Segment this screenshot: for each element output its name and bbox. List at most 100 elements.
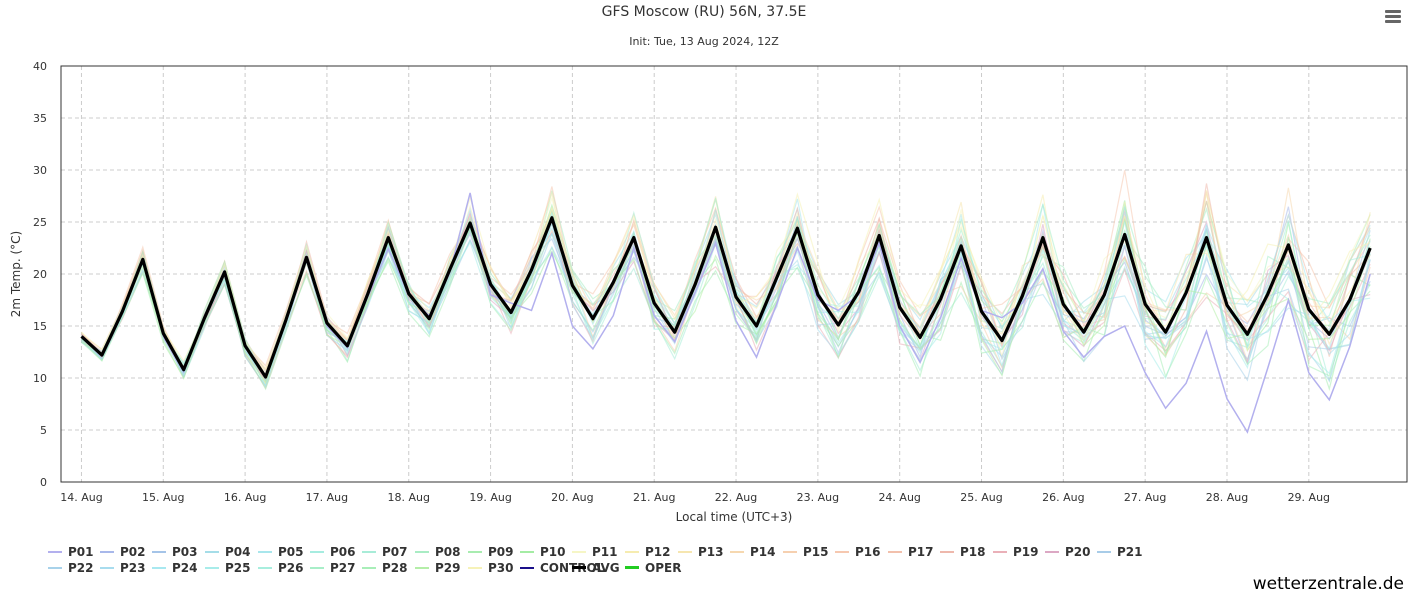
y-tick-label: 0 xyxy=(40,476,47,489)
hamburger-menu-icon[interactable] xyxy=(1382,8,1404,26)
series-line-avg xyxy=(80,216,1372,379)
legend-swatch xyxy=(1097,550,1111,553)
legend-row-2: P22P23P24P25P26P27P28P29P30CONTROLAVGOPE… xyxy=(48,560,1358,576)
legend-swatch xyxy=(205,550,219,553)
legend-item-p09[interactable]: P09 xyxy=(468,544,514,560)
legend-swatch xyxy=(572,566,586,569)
legend-label: P21 xyxy=(1117,545,1143,559)
y-tick-label: 20 xyxy=(33,268,47,281)
legend-swatch xyxy=(993,550,1007,553)
legend-label: P16 xyxy=(855,545,881,559)
legend-item-p15[interactable]: P15 xyxy=(783,544,829,560)
y-tick-label: 35 xyxy=(33,112,47,125)
grid xyxy=(61,66,1407,482)
y-tick-label: 30 xyxy=(33,164,47,177)
x-tick-label: 14. Aug xyxy=(60,491,102,504)
legend-swatch xyxy=(730,550,744,553)
legend-item-p17[interactable]: P17 xyxy=(888,544,934,560)
legend-label: P30 xyxy=(488,561,514,575)
legend-item-p18[interactable]: P18 xyxy=(940,544,986,560)
y-axis-label: 2m Temp. (°C) xyxy=(9,231,23,318)
legend-label: AVG xyxy=(592,561,620,575)
x-axis-ticks: 14. Aug 15. Aug 16. Aug 17. Aug 18. Aug 19. A… xyxy=(60,491,1330,504)
x-tick-label: 21. Aug xyxy=(633,491,675,504)
legend-item-p29[interactable]: P29 xyxy=(415,560,461,576)
legend-swatch xyxy=(1045,550,1059,553)
legend-item-p04[interactable]: P04 xyxy=(205,544,251,560)
plot-frame xyxy=(60,65,1408,483)
legend-item-p25[interactable]: P25 xyxy=(205,560,251,576)
x-tick-label: 25. Aug xyxy=(960,491,1002,504)
legend-label: P02 xyxy=(120,545,146,559)
y-tick-label: 10 xyxy=(33,372,47,385)
legend-item-p11[interactable]: P11 xyxy=(572,544,618,560)
legend-item-p03[interactable]: P03 xyxy=(152,544,198,560)
legend-label: P17 xyxy=(908,545,934,559)
legend-item-p13[interactable]: P13 xyxy=(678,544,724,560)
legend-item-p01[interactable]: P01 xyxy=(48,544,94,560)
legend-item-p14[interactable]: P14 xyxy=(730,544,776,560)
legend-item-p12[interactable]: P12 xyxy=(625,544,671,560)
legend-swatch xyxy=(48,550,62,553)
x-tick-label: 18. Aug xyxy=(388,491,430,504)
legend-swatch xyxy=(258,550,272,553)
legend-item-p24[interactable]: P24 xyxy=(152,560,198,576)
ensemble-member-line xyxy=(81,225,1371,391)
legend-label: P23 xyxy=(120,561,146,575)
legend-swatch xyxy=(678,550,692,553)
legend-item-p26[interactable]: P26 xyxy=(258,560,304,576)
chart-subtitle: Init: Tue, 13 Aug 2024, 12Z xyxy=(629,35,779,48)
legend-label: P27 xyxy=(330,561,356,575)
y-tick-label: 15 xyxy=(33,320,47,333)
legend-item-p07[interactable]: P07 xyxy=(362,544,408,560)
legend-swatch xyxy=(783,550,797,553)
legend-item-p22[interactable]: P22 xyxy=(48,560,94,576)
legend-swatch xyxy=(362,566,376,569)
x-tick-label: 24. Aug xyxy=(878,491,920,504)
legend-item-p10[interactable]: P10 xyxy=(520,544,566,560)
legend-label: P13 xyxy=(698,545,724,559)
legend-item-p08[interactable]: P08 xyxy=(415,544,461,560)
legend-swatch xyxy=(625,566,639,569)
legend-item-p06[interactable]: P06 xyxy=(310,544,356,560)
legend-label: P28 xyxy=(382,561,408,575)
x-axis-label: Local time (UTC+3) xyxy=(676,510,793,524)
legend-item-p28[interactable]: P28 xyxy=(362,560,408,576)
x-tick-label: 23. Aug xyxy=(797,491,839,504)
legend-swatch xyxy=(520,566,534,569)
legend-item-p19[interactable]: P19 xyxy=(993,544,1039,560)
legend-item-p30[interactable]: P30 xyxy=(468,560,514,576)
legend-label: P29 xyxy=(435,561,461,575)
legend-label: P04 xyxy=(225,545,251,559)
legend-swatch xyxy=(310,550,324,553)
legend-swatch xyxy=(415,550,429,553)
legend-item-p23[interactable]: P23 xyxy=(100,560,146,576)
legend-label: P06 xyxy=(330,545,356,559)
legend-item-avg[interactable]: AVG xyxy=(572,560,620,576)
legend-swatch xyxy=(100,566,114,569)
legend-item-p02[interactable]: P02 xyxy=(100,544,146,560)
chart-title: GFS Moscow (RU) 56N, 37.5E xyxy=(601,4,807,20)
legend-item-p05[interactable]: P05 xyxy=(258,544,304,560)
legend-item-oper[interactable]: OPER xyxy=(625,560,681,576)
legend-swatch xyxy=(310,566,324,569)
legend-label: P25 xyxy=(225,561,251,575)
legend-swatch xyxy=(152,550,166,553)
x-tick-label: 26. Aug xyxy=(1042,491,1084,504)
x-tick-label: 19. Aug xyxy=(469,491,511,504)
legend-label: P07 xyxy=(382,545,408,559)
legend-item-p21[interactable]: P21 xyxy=(1097,544,1143,560)
legend-item-p27[interactable]: P27 xyxy=(310,560,356,576)
legend-label: P15 xyxy=(803,545,829,559)
legend-label: P08 xyxy=(435,545,461,559)
legend-swatch xyxy=(625,550,639,553)
legend-label: P05 xyxy=(278,545,304,559)
legend-swatch xyxy=(940,550,954,553)
legend-label: P26 xyxy=(278,561,304,575)
chart-legend: P01 P02 P03 P04 P05 P06 P07 P08 P09 P10 P11 P12 P13 P… xyxy=(48,544,1358,576)
legend-label: P20 xyxy=(1065,545,1091,559)
site-credit: wetterzentrale.de xyxy=(1252,574,1404,594)
legend-item-p16[interactable]: P16 xyxy=(835,544,881,560)
legend-swatch xyxy=(888,550,902,553)
legend-item-p20[interactable]: P20 xyxy=(1045,544,1091,560)
